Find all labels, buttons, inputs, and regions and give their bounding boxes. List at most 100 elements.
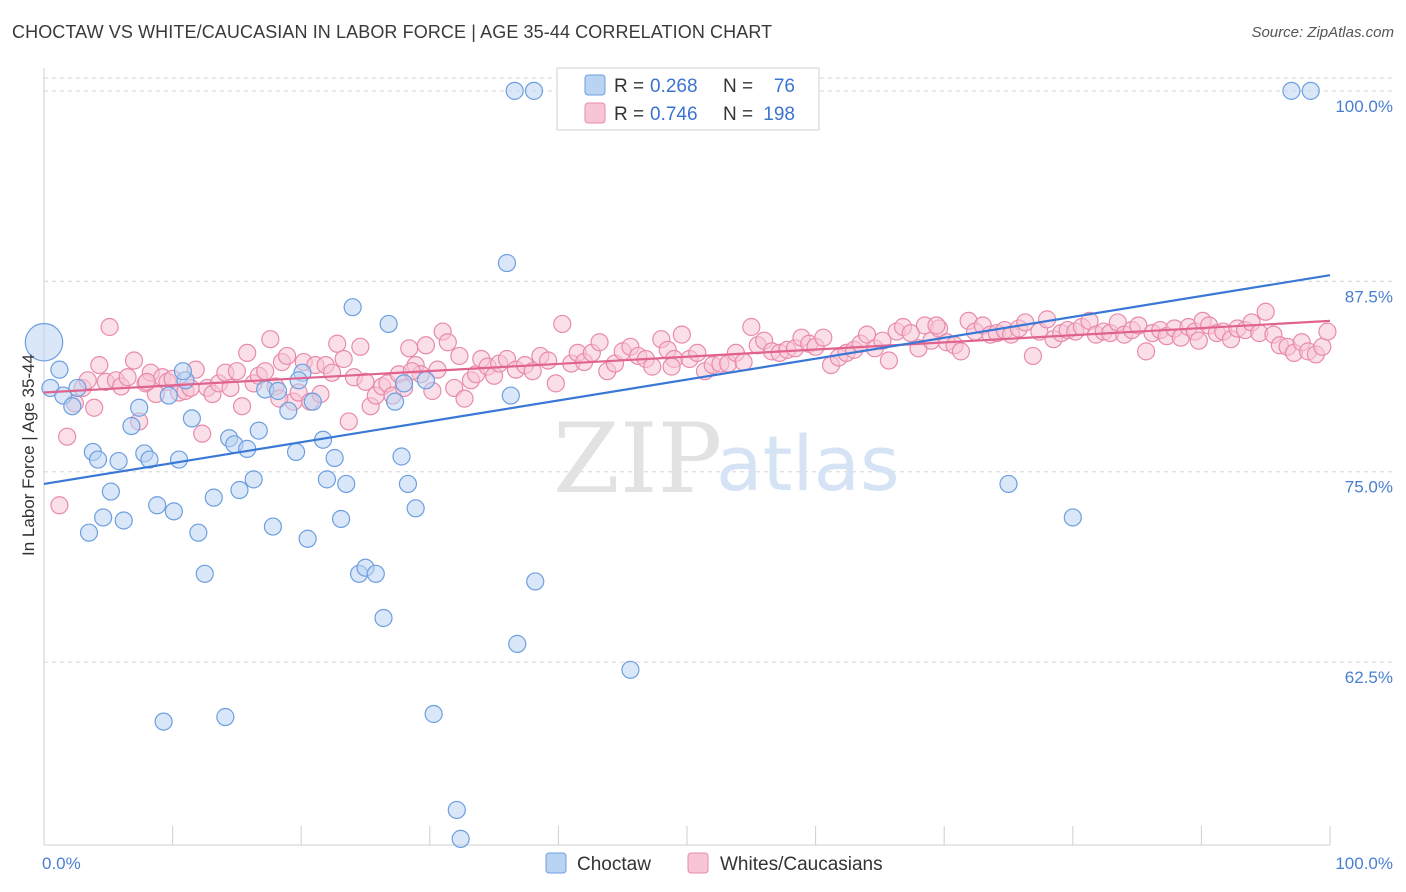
choctaw-point — [154, 712, 173, 731]
choctaw-point — [621, 660, 640, 679]
regression-line-whites — [43, 319, 1331, 394]
choctaw-point — [298, 529, 317, 548]
y-tick-label: 75.0% — [1345, 478, 1393, 497]
legend-swatch-choctaw — [584, 74, 606, 96]
x-tick-label-max: 100.0% — [1335, 854, 1393, 873]
choctaw-point — [289, 371, 308, 390]
whites-point — [857, 325, 877, 344]
whites-point — [742, 317, 761, 337]
whites-point — [118, 368, 137, 387]
choctaw-point — [230, 480, 249, 500]
watermark-zip: ZIP — [553, 403, 722, 515]
whites-point — [90, 355, 109, 375]
choctaw-point — [497, 253, 517, 273]
watermark: ZIP atlas — [553, 403, 900, 515]
choctaw-point — [366, 564, 385, 583]
y-tick-labels: 62.5% 75.0% 87.5% 100.0% — [1335, 97, 1393, 687]
whites-point — [643, 357, 662, 376]
chart-title: CHOCTAW VS WHITE/CAUCASIAN IN LABOR FORC… — [12, 22, 773, 42]
whites-point — [256, 362, 275, 381]
legend-n-value-choctaw: 76 — [774, 76, 795, 97]
choctaw-point — [1301, 81, 1320, 100]
choctaw-point — [451, 829, 470, 849]
whites-point — [901, 323, 920, 343]
choctaw-point — [999, 474, 1018, 494]
choctaw-point — [63, 397, 82, 416]
choctaw-point — [182, 409, 201, 428]
regression-lines — [43, 274, 1331, 486]
choctaw-point — [286, 442, 306, 462]
whites-point — [1137, 342, 1156, 361]
whites-point — [672, 325, 691, 344]
y-axis-label: In Labor Force | Age 35-44 — [19, 354, 38, 556]
choctaw-point — [374, 608, 393, 628]
choctaw-point — [195, 564, 214, 583]
whites-point — [1189, 331, 1208, 350]
whites-point — [356, 372, 375, 391]
whites-point — [50, 496, 69, 515]
whites-point — [85, 398, 104, 417]
series-choctaw-points — [24, 81, 1320, 849]
choctaw-point — [394, 374, 414, 393]
whites-point — [688, 343, 707, 362]
legend-r-label-whites: R = — [614, 104, 644, 125]
choctaw-point — [398, 474, 418, 494]
bottom-legend-label-choctaw: Choctaw — [577, 854, 651, 875]
bottom-legend-swatch-whites — [687, 852, 709, 874]
choctaw-point — [122, 416, 141, 436]
whites-point — [450, 346, 469, 366]
whites-point — [322, 363, 342, 382]
whites-point — [1129, 316, 1148, 335]
legend-r-value-choctaw: 0.268 — [650, 76, 698, 97]
whites-point — [334, 349, 353, 369]
y-tick-label: 62.5% — [1345, 668, 1393, 687]
whites-point — [734, 352, 753, 372]
legend-n-label-whites: N = — [723, 104, 753, 125]
whites-point — [951, 342, 971, 361]
y-tick-label: 100.0% — [1335, 97, 1393, 116]
choctaw-point — [50, 360, 69, 379]
choctaw-point — [169, 450, 189, 469]
choctaw-point — [416, 371, 436, 390]
choctaw-point — [508, 634, 527, 653]
whites-point — [58, 427, 77, 446]
whites-point — [1256, 302, 1275, 321]
bottom-legend-label-whites: Whites/Caucasians — [720, 854, 883, 875]
choctaw-point — [159, 386, 178, 405]
whites-point — [879, 351, 899, 370]
whites-point — [416, 336, 436, 355]
whites-point — [1023, 346, 1043, 366]
whites-point — [100, 317, 119, 337]
choctaw-point — [501, 386, 520, 405]
whites-point — [221, 378, 240, 398]
regression-line-choctaw — [43, 274, 1331, 486]
legend-r-value-whites: 0.746 — [650, 104, 698, 125]
choctaw-point — [317, 470, 337, 489]
whites-point — [124, 351, 144, 370]
y-tick-label: 87.5% — [1345, 287, 1393, 306]
choctaw-point — [392, 447, 411, 466]
bottom-legend: Choctaw Whites/Caucasians — [545, 852, 883, 875]
whites-point — [662, 357, 681, 376]
choctaw-point — [130, 398, 149, 417]
whites-point — [927, 316, 946, 335]
choctaw-point — [263, 517, 283, 536]
whites-point — [339, 412, 358, 431]
choctaw-point — [524, 81, 544, 100]
whites-point — [546, 374, 565, 393]
bottom-legend-swatch-choctaw — [545, 852, 567, 874]
x-tick-label-min: 0.0% — [42, 854, 81, 873]
choctaw-point — [268, 381, 288, 401]
whites-point — [539, 351, 558, 370]
choctaw-point — [337, 474, 356, 494]
choctaw-point — [505, 81, 524, 100]
whites-point — [553, 314, 572, 334]
whites-point — [455, 389, 474, 408]
choctaw-point — [385, 392, 405, 411]
whites-point — [400, 339, 419, 358]
choctaw-point — [68, 378, 87, 398]
choctaw-point — [114, 511, 133, 530]
choctaw-point — [379, 314, 398, 334]
top-legend: R = 0.268 N = 76 R = 0.746 N = 198 — [556, 67, 820, 131]
whites-point — [238, 343, 257, 362]
